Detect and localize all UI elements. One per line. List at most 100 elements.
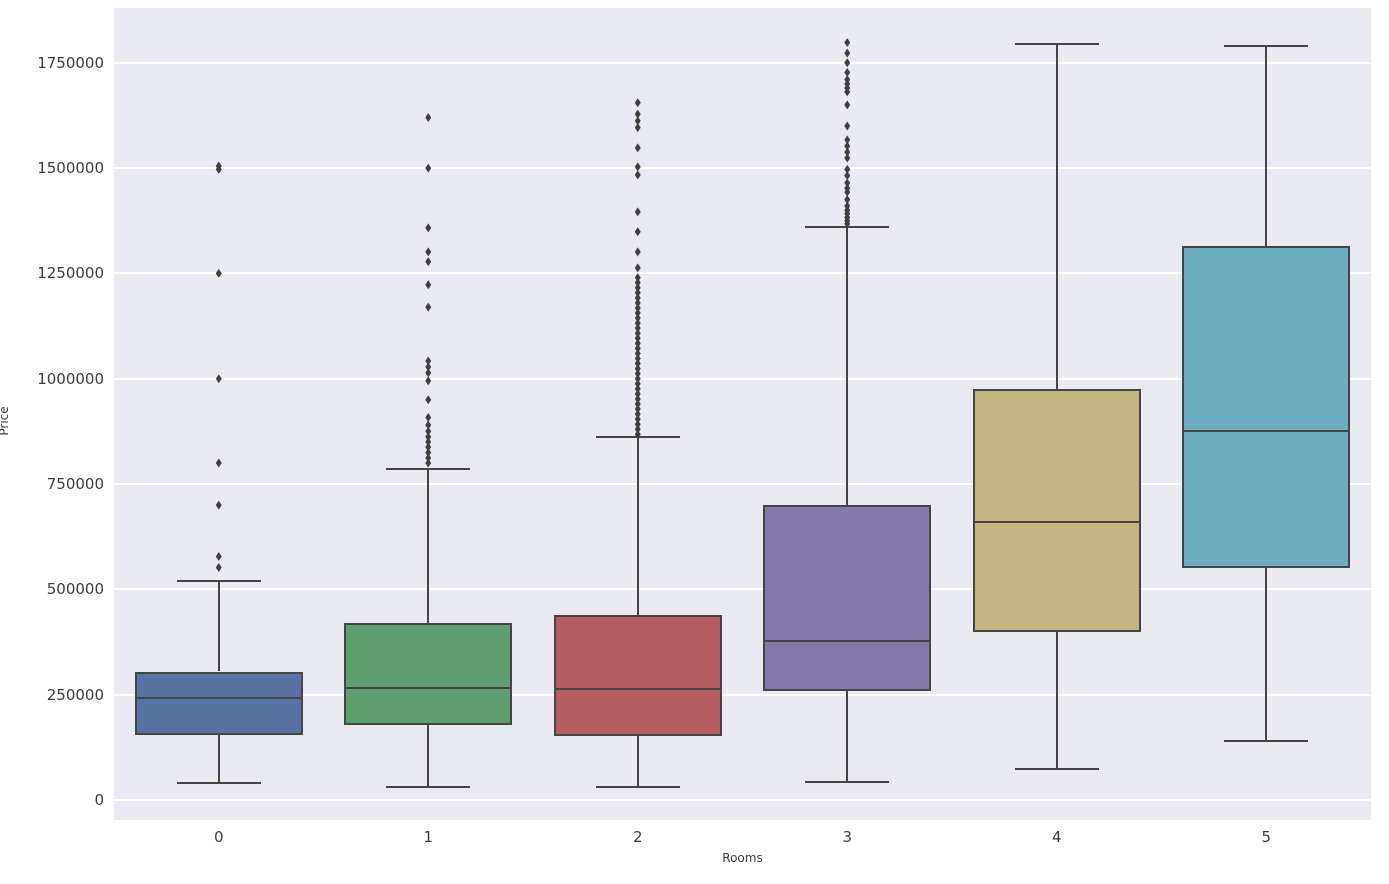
outlier-2-42 (634, 98, 641, 108)
outlier-2-11 (634, 374, 641, 384)
gridline-750000 (114, 483, 1371, 486)
outlier-2-31 (634, 273, 641, 283)
y-tick-label-1500000: 1500000 (37, 159, 104, 178)
outlier-1-4 (425, 437, 432, 447)
whisker-lower-0 (217, 734, 220, 784)
outlier-3-24 (844, 48, 851, 58)
outlier-0-5 (215, 268, 222, 278)
outlier-1-19 (425, 163, 432, 173)
outlier-1-6 (425, 426, 432, 436)
outlier-2-39 (634, 123, 641, 133)
whisker-lower-5 (1265, 568, 1268, 741)
outlier-2-8 (634, 389, 641, 399)
x-tick-label-1: 1 (423, 828, 434, 846)
gridline-1000000 (114, 377, 1371, 380)
whisker-upper-1 (427, 469, 430, 624)
outlier-2-21 (634, 323, 641, 333)
outlier-1-3 (425, 442, 432, 452)
whisker-cap-upper-0 (176, 579, 261, 582)
outlier-2-33 (634, 247, 641, 257)
outlier-3-11 (844, 164, 851, 174)
outlier-1-14 (425, 302, 432, 312)
outlier-2-23 (634, 313, 641, 323)
outlier-2-24 (634, 308, 641, 318)
whisker-cap-upper-5 (1224, 45, 1309, 48)
outlier-1-1 (425, 453, 432, 463)
box-4 (972, 389, 1141, 633)
outlier-2-12 (634, 369, 641, 379)
whisker-upper-3 (846, 227, 849, 506)
y-tick-label-0: 0 (94, 790, 104, 809)
outlier-1-16 (425, 257, 432, 267)
outlier-3-15 (844, 135, 851, 145)
outlier-3-8 (844, 183, 851, 193)
whisker-lower-1 (427, 725, 430, 787)
outlier-2-1 (634, 424, 641, 434)
outlier-3-5 (844, 201, 851, 211)
outlier-1-20 (425, 113, 432, 123)
median-5 (1183, 430, 1350, 433)
outlier-2-28 (634, 288, 641, 298)
outlier-3-22 (844, 67, 851, 77)
x-tick-label-3: 3 (842, 828, 853, 846)
outlier-3-10 (844, 171, 851, 181)
gridline-1750000 (114, 61, 1371, 64)
x-axis-label: Rooms (722, 851, 763, 865)
x-tick-label-5: 5 (1261, 828, 1272, 846)
outlier-2-3 (634, 414, 641, 424)
outlier-1-10 (425, 376, 432, 386)
outlier-2-25 (634, 303, 641, 313)
outlier-2-26 (634, 298, 641, 308)
median-0 (135, 697, 302, 700)
outlier-2-38 (634, 143, 641, 153)
outlier-1-9 (425, 395, 432, 405)
whisker-upper-2 (636, 436, 639, 615)
outlier-2-16 (634, 348, 641, 358)
outlier-2-35 (634, 207, 641, 217)
gridline-500000 (114, 588, 1371, 591)
outlier-2-41 (634, 109, 641, 119)
median-4 (973, 520, 1140, 523)
gridline-1500000 (114, 167, 1371, 170)
whisker-lower-3 (846, 691, 849, 783)
box-5 (1182, 246, 1351, 569)
outlier-2-5 (634, 404, 641, 414)
whisker-cap-lower-1 (386, 785, 471, 788)
outlier-2-7 (634, 394, 641, 404)
outlier-2-18 (634, 338, 641, 348)
outlier-0-7 (215, 161, 222, 171)
outlier-2-22 (634, 318, 641, 328)
outlier-1-13 (425, 356, 432, 366)
whisker-cap-upper-4 (1014, 42, 1099, 45)
x-tick-label-4: 4 (1051, 828, 1062, 846)
whisker-cap-lower-4 (1014, 768, 1099, 771)
whisker-upper-0 (217, 580, 220, 672)
whisker-cap-lower-3 (805, 781, 890, 784)
median-2 (554, 688, 721, 691)
outlier-0-1 (215, 551, 222, 561)
outlier-1-8 (425, 412, 432, 422)
gridline-1250000 (114, 272, 1371, 275)
outlier-2-13 (634, 364, 641, 374)
outlier-2-14 (634, 359, 641, 369)
whisker-cap-lower-0 (176, 782, 261, 785)
outlier-1-0 (425, 458, 432, 468)
outlier-1-12 (425, 362, 432, 372)
outlier-3-17 (844, 100, 851, 110)
whisker-lower-4 (1055, 632, 1058, 770)
outlier-3-6 (844, 195, 851, 205)
outlier-0-0 (215, 562, 222, 572)
y-tick-label-1750000: 1750000 (37, 53, 104, 72)
whisker-upper-5 (1265, 46, 1268, 246)
outlier-1-5 (425, 432, 432, 442)
outlier-1-7 (425, 420, 432, 430)
whisker-cap-lower-2 (595, 785, 680, 788)
outlier-2-4 (634, 409, 641, 419)
outlier-2-37 (634, 162, 641, 172)
outlier-2-10 (634, 379, 641, 389)
outlier-1-11 (425, 368, 432, 378)
outlier-2-20 (634, 328, 641, 338)
outlier-3-9 (844, 178, 851, 188)
y-tick-label-500000: 500000 (46, 580, 104, 599)
